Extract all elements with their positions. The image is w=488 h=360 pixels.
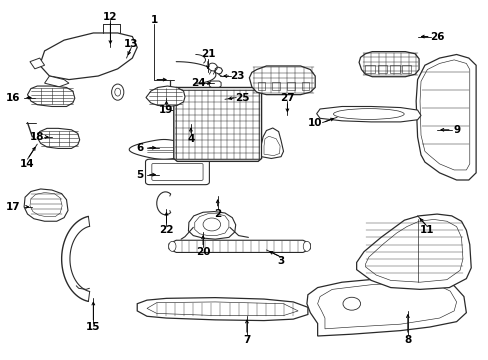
Text: 15: 15 [86, 322, 101, 332]
Polygon shape [261, 128, 283, 158]
Ellipse shape [115, 88, 121, 96]
Ellipse shape [111, 84, 123, 100]
Text: 4: 4 [187, 134, 194, 144]
Text: 18: 18 [30, 132, 44, 142]
Polygon shape [173, 87, 261, 161]
Text: 7: 7 [243, 334, 250, 345]
Text: 21: 21 [200, 49, 215, 59]
Text: 25: 25 [234, 93, 249, 103]
FancyBboxPatch shape [152, 163, 203, 180]
Text: 16: 16 [6, 93, 20, 103]
Text: 10: 10 [307, 118, 322, 128]
Text: 27: 27 [280, 93, 294, 103]
Polygon shape [356, 214, 470, 289]
Polygon shape [249, 66, 315, 95]
Polygon shape [175, 110, 189, 121]
Polygon shape [137, 298, 307, 320]
Text: 11: 11 [419, 225, 434, 235]
Polygon shape [188, 212, 235, 239]
Text: 14: 14 [20, 159, 35, 169]
Polygon shape [24, 189, 68, 221]
Text: 19: 19 [159, 105, 173, 115]
Polygon shape [44, 76, 69, 87]
Text: 12: 12 [103, 12, 118, 22]
Polygon shape [415, 54, 475, 180]
Text: 22: 22 [159, 225, 173, 235]
Polygon shape [40, 33, 137, 80]
Text: 1: 1 [150, 15, 158, 26]
Text: 6: 6 [136, 143, 143, 153]
Circle shape [203, 218, 220, 231]
Polygon shape [306, 277, 466, 336]
Text: 5: 5 [136, 170, 143, 180]
Circle shape [342, 297, 360, 310]
Polygon shape [316, 107, 420, 122]
Polygon shape [37, 129, 80, 148]
Text: 17: 17 [5, 202, 20, 212]
Polygon shape [209, 81, 221, 87]
Polygon shape [27, 86, 75, 107]
Text: 2: 2 [214, 209, 221, 219]
Text: 26: 26 [429, 32, 444, 41]
Text: 20: 20 [195, 247, 210, 257]
Text: 9: 9 [452, 125, 459, 135]
FancyBboxPatch shape [145, 159, 209, 185]
Text: 13: 13 [124, 39, 138, 49]
Text: 8: 8 [404, 334, 410, 345]
Polygon shape [146, 86, 184, 107]
Polygon shape [30, 58, 44, 69]
Text: 23: 23 [229, 71, 244, 81]
Ellipse shape [168, 241, 176, 251]
Ellipse shape [208, 63, 217, 71]
Ellipse shape [303, 241, 310, 251]
Text: 24: 24 [190, 78, 205, 88]
Polygon shape [168, 240, 310, 252]
Polygon shape [358, 51, 418, 77]
Text: 3: 3 [277, 256, 284, 266]
